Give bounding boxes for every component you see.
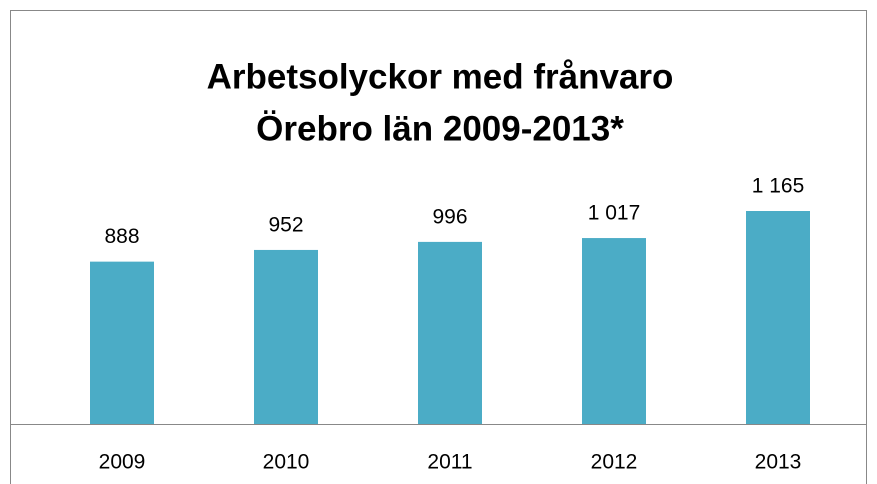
x-tick-label: 2011 [427,451,472,474]
bar [582,238,646,424]
data-label: 888 [104,225,139,248]
chart-title: Arbetsolyckor med frånvaro [207,57,674,96]
data-label: 996 [432,205,467,228]
bar [90,261,154,424]
x-tick-label: 2010 [263,451,310,474]
bar [418,241,482,424]
x-tick-label: 2009 [99,451,146,474]
chart-title: Örebro län 2009-2013* [256,109,624,148]
bar [254,249,318,424]
data-label: 1 017 [588,202,641,225]
x-tick-label: 2012 [591,451,638,474]
data-label: 952 [268,213,303,236]
x-tick-label: 2013 [755,451,802,474]
bar [746,211,810,424]
data-label: 1 165 [752,175,805,198]
